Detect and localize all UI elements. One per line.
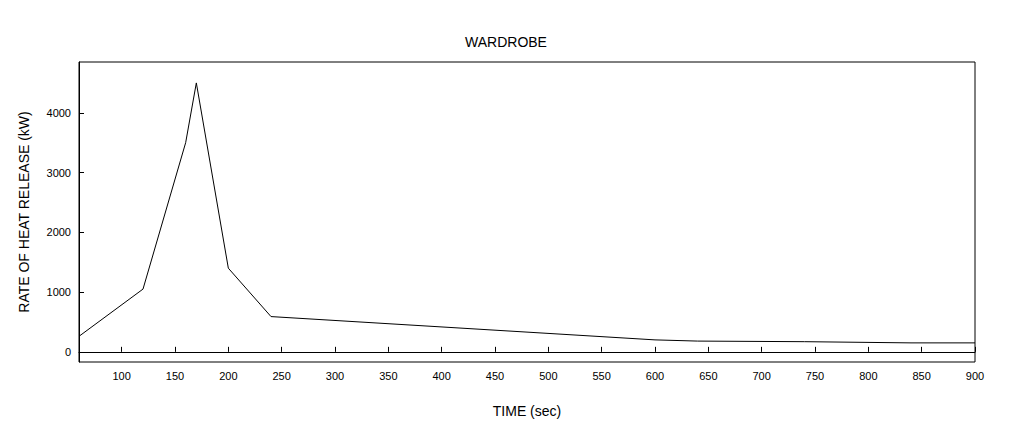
svg-text:3000: 3000: [47, 167, 71, 179]
svg-text:700: 700: [752, 370, 770, 382]
svg-text:300: 300: [326, 370, 344, 382]
svg-text:350: 350: [379, 370, 397, 382]
svg-text:850: 850: [912, 370, 930, 382]
svg-text:900: 900: [966, 370, 984, 382]
svg-text:250: 250: [272, 370, 290, 382]
svg-text:4000: 4000: [47, 107, 71, 119]
svg-text:450: 450: [486, 370, 504, 382]
svg-text:550: 550: [592, 370, 610, 382]
svg-text:WARDROBE: WARDROBE: [465, 34, 547, 50]
svg-text:150: 150: [166, 370, 184, 382]
svg-text:750: 750: [806, 370, 824, 382]
svg-text:TIME (sec): TIME (sec): [493, 403, 561, 419]
svg-text:400: 400: [432, 370, 450, 382]
svg-text:1000: 1000: [47, 286, 71, 298]
svg-text:200: 200: [219, 370, 237, 382]
svg-text:500: 500: [539, 370, 557, 382]
svg-text:650: 650: [699, 370, 717, 382]
svg-text:0: 0: [65, 346, 71, 358]
svg-text:100: 100: [112, 370, 130, 382]
svg-text:800: 800: [859, 370, 877, 382]
svg-text:RATE OF HEAT RELEASE (kW): RATE OF HEAT RELEASE (kW): [16, 111, 32, 312]
svg-text:600: 600: [646, 370, 664, 382]
svg-text:2000: 2000: [47, 226, 71, 238]
